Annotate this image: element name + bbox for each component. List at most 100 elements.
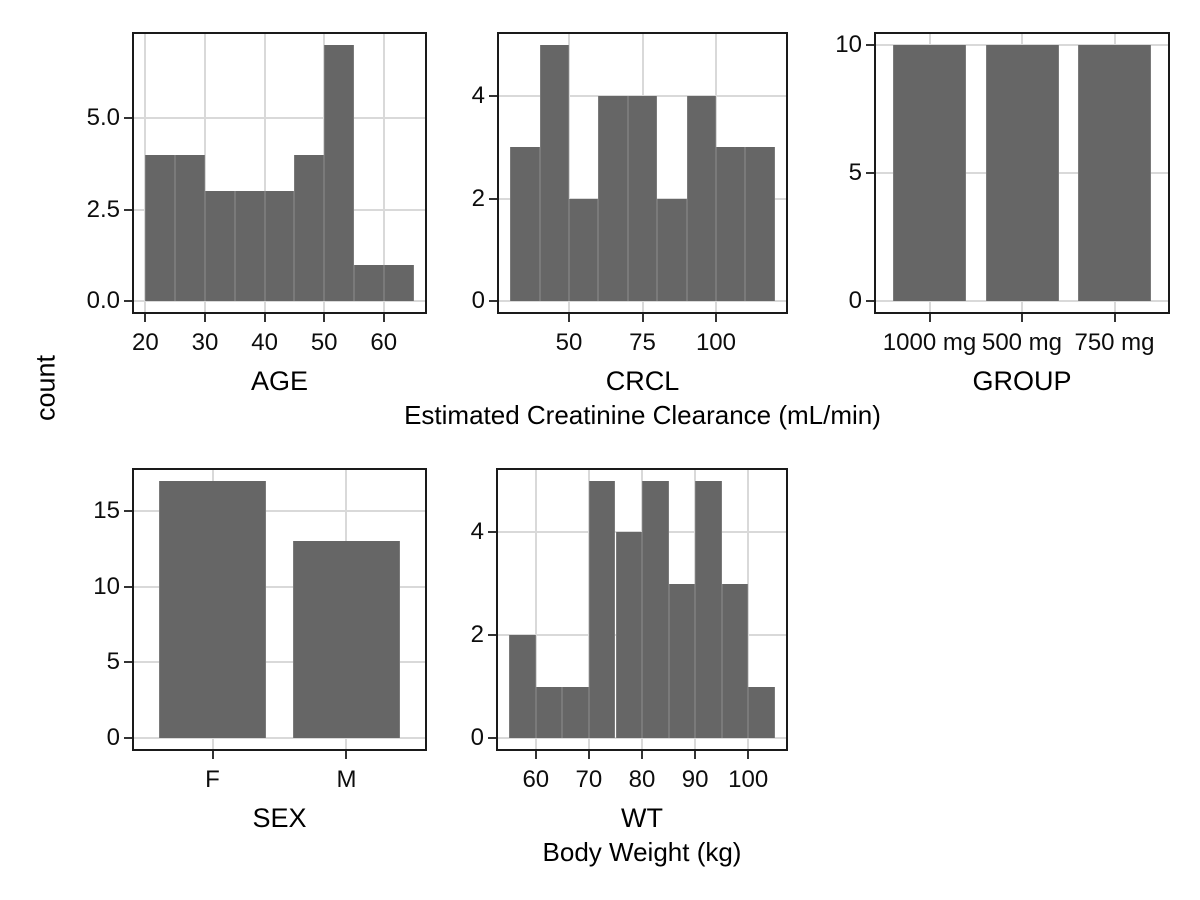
x-axis-tick [747, 751, 750, 759]
major-gridline-vertical [747, 468, 750, 751]
x-axis-tick [928, 314, 931, 322]
axis-title-wt: WT [621, 803, 663, 833]
x-tick-label: 75 [629, 329, 656, 356]
x-axis-tick [641, 314, 644, 322]
y-tick-label: 4 [470, 518, 484, 546]
x-tick-label: 60 [370, 329, 398, 356]
y-axis-tick [124, 737, 132, 740]
x-tick-label: 100 [695, 329, 737, 356]
age-bar [205, 191, 235, 302]
axis-subtitle-crcl: Estimated Creatinine Clearance (mL/min) [404, 400, 881, 430]
x-axis-tick [587, 751, 590, 759]
x-tick-label: 100 [728, 766, 769, 793]
wt-bar [748, 686, 775, 739]
major-gridline-vertical [263, 32, 266, 314]
major-gridline-vertical [568, 32, 570, 314]
major-gridline-vertical [534, 468, 537, 751]
x-tick-label: 80 [628, 766, 656, 793]
y-axis-tick [489, 300, 497, 303]
x-axis-tick [211, 751, 214, 759]
x-axis-tick [1021, 314, 1023, 322]
panel-sex [132, 468, 427, 751]
age-bar [264, 191, 295, 302]
x-axis-tick [144, 314, 147, 322]
y-axis-tick [489, 197, 497, 200]
y-tick-label: 5 [848, 159, 862, 186]
y-tick-label: 0 [848, 287, 862, 315]
crcl-bar [686, 96, 716, 302]
x-tick-label: 500 mg [981, 329, 1063, 356]
major-gridline-horizontal [132, 585, 427, 588]
crcl-bar [716, 147, 746, 302]
x-axis-tick [204, 314, 206, 322]
x-axis-tick [534, 751, 537, 759]
age-bar [294, 154, 325, 302]
y-axis-tick [124, 661, 132, 664]
wt-bar [695, 480, 722, 739]
wt-bar [588, 480, 616, 739]
panel-crcl [497, 32, 788, 314]
x-tick-label: 40 [251, 329, 278, 356]
x-axis-tick [345, 751, 348, 759]
major-gridline-horizontal [132, 737, 427, 740]
major-gridline-vertical [382, 32, 385, 314]
axis-title-crcl: CRCL [605, 366, 680, 396]
major-gridline-vertical [714, 32, 717, 314]
y-axis-tick [124, 585, 132, 588]
y-axis-title-count: count [30, 354, 61, 422]
y-axis-tick [488, 737, 496, 740]
x-tick-label: 60 [522, 766, 550, 793]
x-tick-label: M [336, 766, 357, 793]
major-gridline-vertical [694, 468, 697, 751]
wt-bar [668, 583, 695, 739]
crcl-bar [745, 147, 775, 302]
y-tick-label: 2.5 [86, 195, 120, 223]
x-axis-tick [641, 751, 643, 759]
wt-bar [615, 532, 642, 739]
x-axis-tick [323, 314, 326, 322]
y-axis-tick [488, 531, 496, 534]
x-tick-label: 50 [310, 329, 338, 356]
y-axis-tick [866, 300, 874, 303]
major-gridline-horizontal [132, 661, 427, 664]
axis-title-age: AGE [250, 366, 309, 396]
major-gridline-vertical [204, 32, 206, 314]
y-tick-label: 10 [835, 30, 862, 58]
age-bar [354, 264, 384, 302]
y-axis-tick [866, 43, 874, 46]
crcl-bar [569, 198, 599, 302]
x-axis-tick [694, 751, 697, 759]
y-axis-tick [124, 300, 132, 303]
crcl-bar [598, 96, 628, 302]
major-gridline-horizontal [132, 510, 427, 513]
x-axis-tick [714, 314, 717, 322]
x-tick-label: F [205, 766, 220, 793]
y-tick-label: 2 [470, 621, 484, 649]
x-tick-label: 50 [555, 329, 583, 356]
group-bar [1078, 44, 1151, 302]
age-bar [383, 264, 414, 302]
wt-bar [562, 686, 589, 739]
x-tick-label: 70 [575, 766, 603, 793]
sex-bar [293, 541, 400, 739]
wt-bar [642, 480, 669, 739]
y-tick-label: 5.0 [86, 104, 120, 132]
y-tick-label: 4 [471, 82, 485, 110]
y-axis-tick [124, 117, 132, 120]
y-axis-tick [124, 510, 132, 513]
axis-subtitle-wt: Body Weight (kg) [542, 837, 742, 867]
sex-bar [159, 480, 266, 739]
panel-wt [496, 468, 788, 751]
y-tick-label: 15 [93, 497, 120, 525]
wt-bar [535, 686, 563, 739]
group-bar [985, 44, 1059, 302]
axis-title-group: GROUP [972, 366, 1072, 396]
x-tick-label: 750 mg [1074, 329, 1155, 356]
wt-bar [721, 583, 749, 739]
major-gridline-horizontal [132, 117, 427, 120]
age-bar [175, 154, 205, 302]
x-tick-label: 30 [191, 329, 219, 356]
x-axis-tick [1113, 314, 1116, 322]
y-tick-label: 0 [106, 724, 120, 752]
